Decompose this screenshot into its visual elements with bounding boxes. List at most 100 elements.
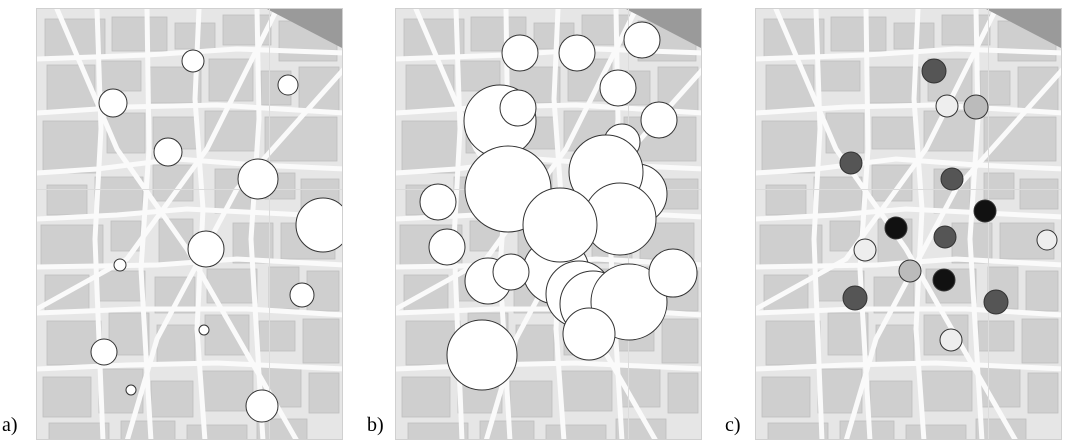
map-marker[interactable] xyxy=(973,199,997,223)
map-marker[interactable] xyxy=(419,183,457,221)
city-block xyxy=(302,318,340,364)
map-marker[interactable] xyxy=(1036,229,1058,251)
city-block xyxy=(871,116,917,150)
map-marker[interactable] xyxy=(499,89,537,127)
map-panel-a[interactable] xyxy=(36,8,343,440)
map-marker[interactable] xyxy=(181,49,205,73)
map-marker[interactable] xyxy=(839,151,863,175)
street xyxy=(37,306,342,318)
map-a-svg xyxy=(37,9,343,439)
street xyxy=(138,9,154,439)
map-marker[interactable] xyxy=(446,319,518,391)
map-marker[interactable] xyxy=(842,285,868,311)
map-marker[interactable] xyxy=(963,94,989,120)
river xyxy=(626,9,701,48)
map-b-svg xyxy=(396,9,701,439)
tile-seam xyxy=(37,189,342,190)
city-block xyxy=(509,380,553,418)
map-marker[interactable] xyxy=(501,34,539,72)
street xyxy=(857,9,873,439)
street xyxy=(756,46,1061,62)
city-block xyxy=(825,112,865,154)
map-marker[interactable] xyxy=(558,34,596,72)
city-block xyxy=(1019,178,1059,210)
map-marker[interactable] xyxy=(125,384,137,396)
city-block xyxy=(208,58,254,102)
city-block xyxy=(977,320,1015,352)
city-block xyxy=(94,176,144,216)
city-block xyxy=(659,178,699,210)
street xyxy=(37,360,342,372)
city-block xyxy=(761,376,811,418)
city-block xyxy=(48,422,110,439)
city-block xyxy=(830,16,887,52)
city-block xyxy=(40,224,104,268)
map-marker[interactable] xyxy=(198,324,210,336)
map-marker[interactable] xyxy=(599,69,637,107)
map-marker[interactable] xyxy=(853,238,877,262)
city-block xyxy=(46,64,96,112)
map-marker[interactable] xyxy=(113,258,127,272)
street xyxy=(756,360,1061,372)
city-block xyxy=(559,370,613,412)
city-block xyxy=(204,110,258,152)
city-block xyxy=(401,376,451,418)
marker-layer xyxy=(419,21,698,391)
panel-label-c: c) xyxy=(725,414,741,436)
panel-label-b: b) xyxy=(367,414,384,436)
map-marker[interactable] xyxy=(940,167,964,191)
map-marker[interactable] xyxy=(640,101,678,139)
tile-seam xyxy=(269,9,270,439)
map-marker[interactable] xyxy=(932,268,956,292)
map-marker[interactable] xyxy=(245,389,279,423)
map-marker[interactable] xyxy=(289,282,315,308)
city-block xyxy=(1025,270,1059,312)
city-block xyxy=(111,16,168,52)
map-marker[interactable] xyxy=(884,216,908,240)
city-block xyxy=(761,120,819,174)
street xyxy=(54,9,299,439)
river xyxy=(267,9,342,48)
map-marker[interactable] xyxy=(562,307,616,361)
city-block xyxy=(100,60,142,92)
map-marker[interactable] xyxy=(623,21,661,59)
map-marker[interactable] xyxy=(277,74,299,96)
city-block xyxy=(667,372,699,414)
street xyxy=(37,9,280,312)
city-block xyxy=(1021,318,1059,364)
map-panel-c[interactable] xyxy=(755,8,1062,440)
map-marker[interactable] xyxy=(522,187,598,263)
map-marker[interactable] xyxy=(98,88,128,118)
street xyxy=(756,102,1061,116)
street xyxy=(967,9,985,439)
map-marker[interactable] xyxy=(492,253,530,291)
street xyxy=(37,206,342,222)
map-marker[interactable] xyxy=(428,228,466,266)
map-marker[interactable] xyxy=(898,259,922,283)
map-marker[interactable] xyxy=(983,289,1009,315)
map-marker[interactable] xyxy=(90,338,118,366)
street xyxy=(396,360,701,372)
panel-label-a: a) xyxy=(2,414,18,436)
city-block xyxy=(405,64,455,112)
city-block xyxy=(186,424,248,439)
street xyxy=(37,102,342,116)
city-block xyxy=(983,116,1057,162)
map-marker[interactable] xyxy=(935,94,959,118)
map-marker[interactable] xyxy=(939,328,963,352)
map-marker[interactable] xyxy=(187,230,225,268)
map-marker[interactable] xyxy=(648,248,698,298)
map-marker[interactable] xyxy=(237,158,279,200)
map-marker[interactable] xyxy=(933,225,957,249)
city-block xyxy=(200,370,254,412)
basemap xyxy=(756,9,1061,439)
map-panel-b[interactable] xyxy=(395,8,702,440)
city-block xyxy=(661,318,699,364)
map-marker[interactable] xyxy=(295,197,343,253)
city-block xyxy=(1027,372,1059,414)
city-block xyxy=(1017,66,1059,112)
city-block xyxy=(767,422,829,439)
map-marker[interactable] xyxy=(153,137,183,167)
city-block xyxy=(264,116,338,162)
map-marker[interactable] xyxy=(921,58,947,84)
